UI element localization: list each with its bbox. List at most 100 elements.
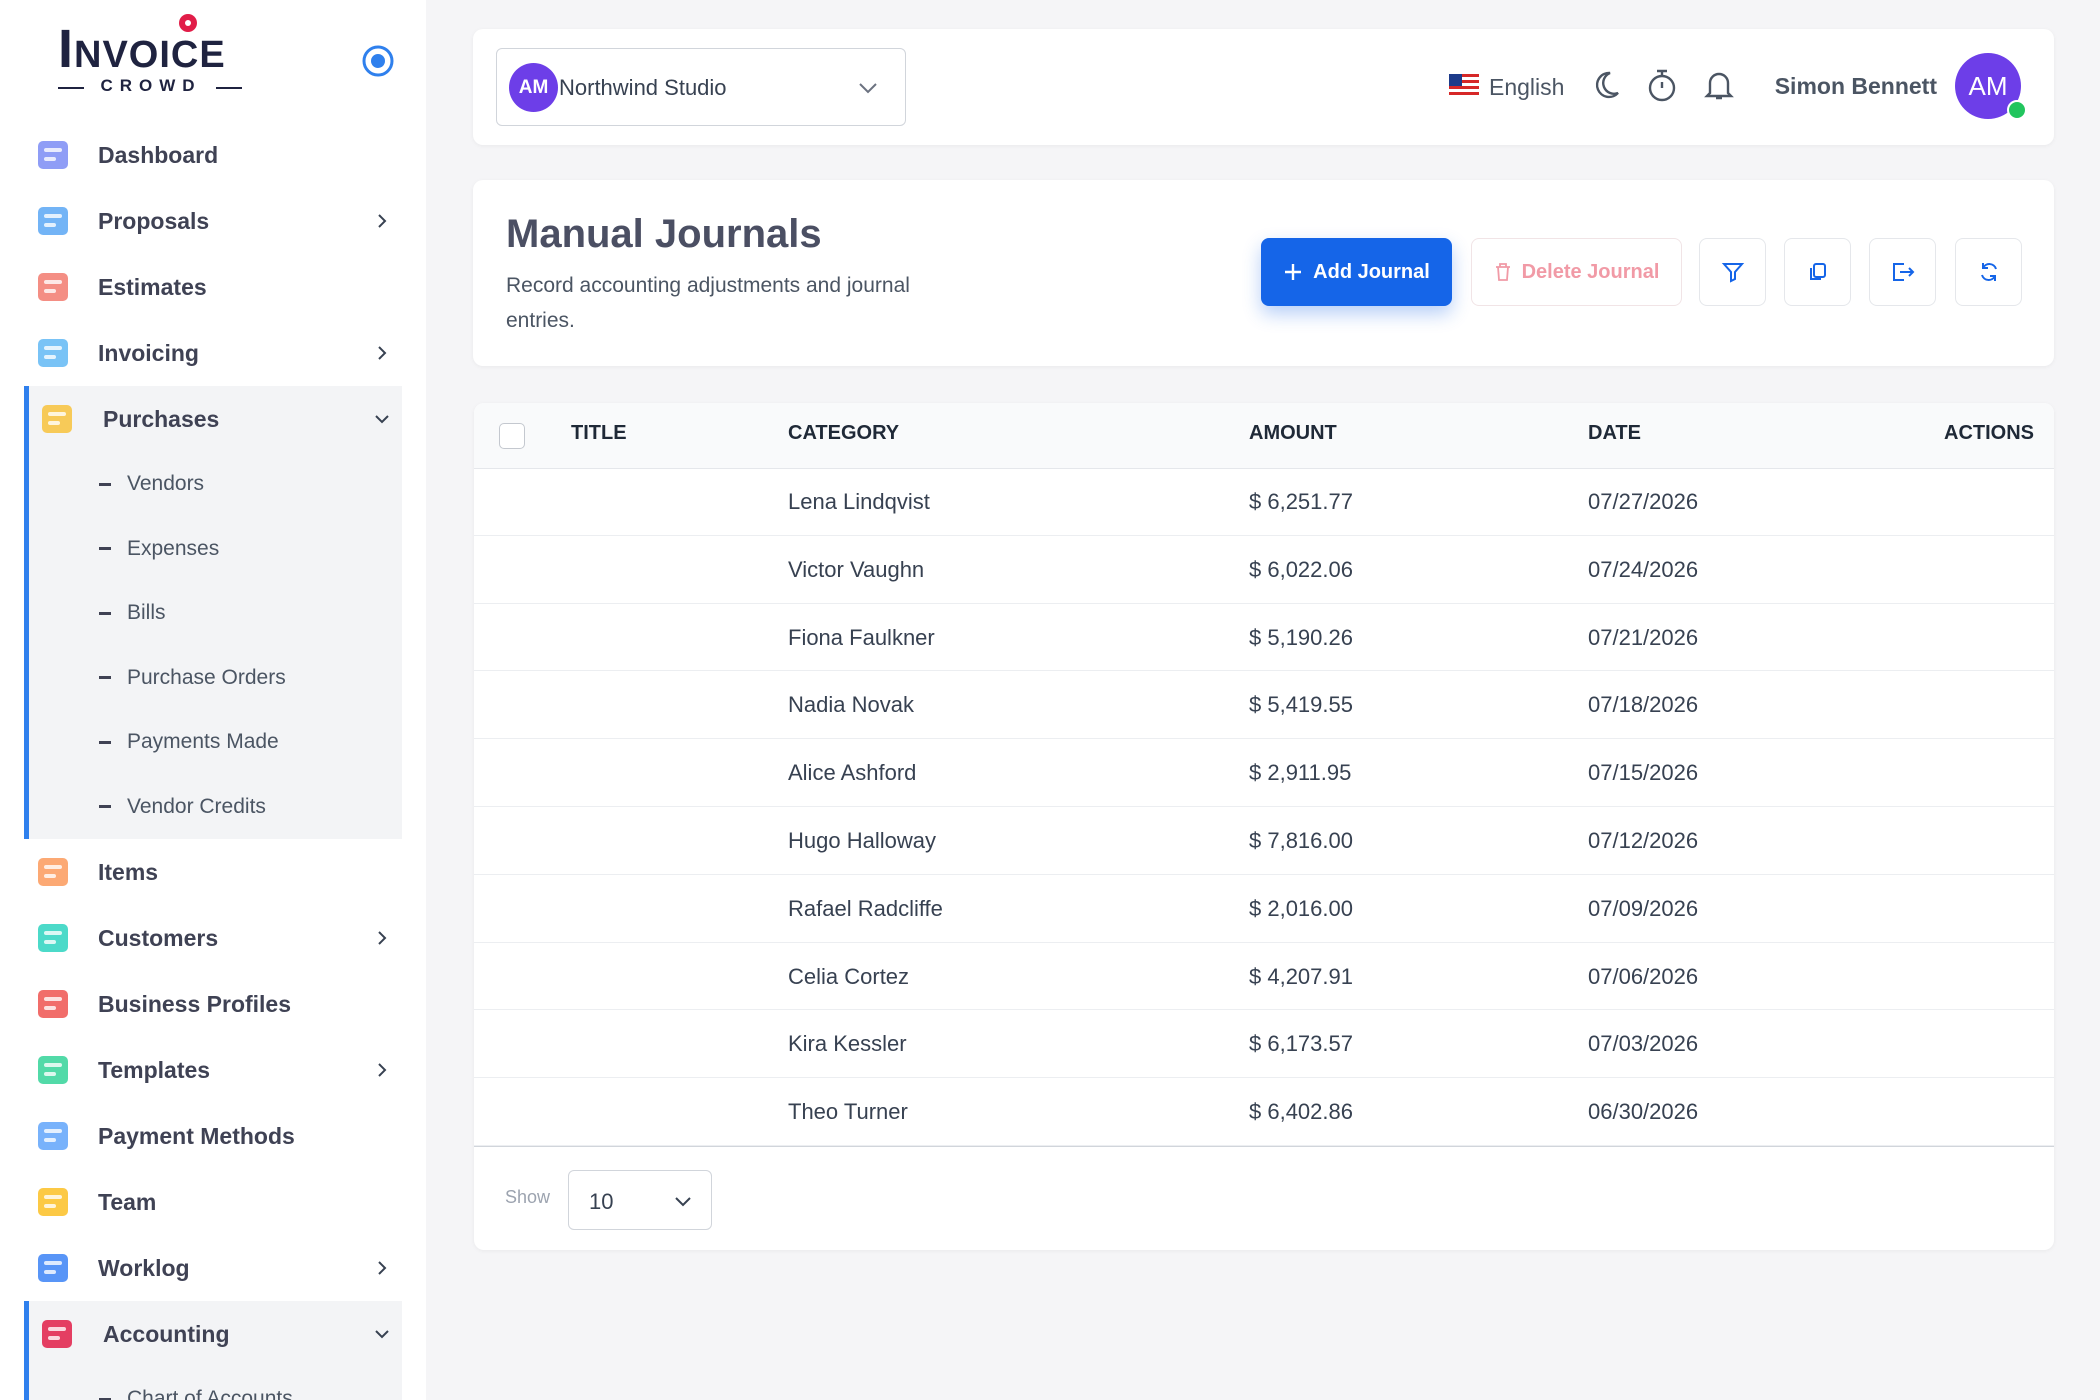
export-button[interactable] bbox=[1869, 238, 1936, 306]
table-row bbox=[474, 943, 2054, 1011]
dash bbox=[99, 740, 111, 744]
nav-item[interactable]: Items bbox=[24, 839, 402, 905]
amount-cell: $ 4,207.91 bbox=[1249, 963, 1353, 989]
nav-icon bbox=[38, 273, 68, 301]
nav-label: Invoicing bbox=[98, 339, 199, 366]
nav-subitem[interactable]: Payments Made bbox=[24, 710, 402, 775]
date-cell: 07/18/2026 bbox=[1588, 692, 1699, 718]
nav-icon bbox=[38, 141, 68, 169]
org-select[interactable]: AM Northwind Studio bbox=[496, 48, 906, 126]
nav-item[interactable]: Purchases bbox=[24, 386, 402, 452]
nav-label: Proposals bbox=[98, 207, 210, 234]
chevron-right bbox=[378, 1063, 387, 1077]
button-label: Add Journal bbox=[1313, 260, 1430, 283]
delete-journal-button[interactable]: Delete Journal bbox=[1471, 238, 1682, 306]
page-header: Manual Journals Record accounting adjust… bbox=[473, 180, 2054, 366]
notification-icon[interactable] bbox=[1702, 67, 1736, 103]
chevron-down bbox=[675, 1197, 691, 1207]
nav-icon bbox=[38, 339, 68, 367]
table-row bbox=[474, 739, 2054, 807]
nav-item[interactable]: Estimates bbox=[24, 254, 402, 320]
page-size: 10 bbox=[589, 1189, 614, 1214]
topbar: AM Northwind Studio English Simon Bennet… bbox=[473, 29, 2054, 145]
column-header: ACTIONS bbox=[1944, 422, 2034, 444]
amount-cell: $ 5,419.55 bbox=[1249, 692, 1353, 718]
dash bbox=[99, 1397, 111, 1400]
chevron-right bbox=[378, 214, 387, 228]
amount-cell: $ 6,402.86 bbox=[1249, 1099, 1353, 1125]
table-row bbox=[474, 875, 2054, 943]
nav-item[interactable]: Proposals bbox=[24, 188, 402, 254]
column-header: TITLE bbox=[571, 422, 627, 444]
chevron-down bbox=[375, 1330, 389, 1339]
dark-mode-icon[interactable] bbox=[1590, 69, 1622, 101]
nav-subitem[interactable]: Vendors bbox=[24, 452, 402, 517]
nav-subitem[interactable]: Bills bbox=[24, 581, 402, 646]
nav-item[interactable]: Worklog bbox=[24, 1235, 402, 1301]
table-row bbox=[474, 1010, 2054, 1079]
date-cell: 06/30/2026 bbox=[1588, 1099, 1699, 1125]
refresh-button[interactable] bbox=[1955, 238, 2022, 306]
nav-sublabel: Bills bbox=[127, 601, 166, 625]
nav-item[interactable]: Dashboard bbox=[24, 122, 402, 188]
nav-label: Templates bbox=[98, 1056, 211, 1083]
dash bbox=[99, 547, 111, 551]
column-header: DATE bbox=[1588, 422, 1641, 444]
nav-item[interactable]: Templates bbox=[24, 1037, 402, 1103]
nav-icon bbox=[38, 1254, 68, 1282]
amount-cell: $ 6,173.57 bbox=[1249, 1031, 1353, 1057]
nav-subitem[interactable]: Chart of Accounts bbox=[24, 1367, 402, 1400]
filter-button[interactable] bbox=[1699, 238, 1766, 306]
nav-subitem[interactable]: Purchase Orders bbox=[24, 646, 402, 711]
select-all-checkbox[interactable] bbox=[499, 423, 525, 449]
add-journal-button[interactable]: Add Journal bbox=[1261, 238, 1452, 306]
page-size-select[interactable]: 10 bbox=[568, 1170, 712, 1230]
amount-cell: $ 7,816.00 bbox=[1249, 828, 1353, 853]
nav-sublabel: Vendors bbox=[127, 472, 205, 496]
dash bbox=[99, 805, 111, 809]
dash bbox=[99, 676, 111, 680]
nav-item[interactable]: Team bbox=[24, 1169, 402, 1235]
column-header: AMOUNT bbox=[1249, 422, 1337, 444]
nav-sublabel: Vendor Credits bbox=[127, 794, 266, 818]
amount-cell: $ 5,190.26 bbox=[1249, 624, 1353, 650]
trash-icon bbox=[1495, 263, 1510, 281]
nav-label: Customers bbox=[98, 924, 219, 951]
flag-icon bbox=[1449, 74, 1479, 96]
language[interactable]: English bbox=[1489, 74, 1565, 100]
nav-label: Payment Methods bbox=[98, 1122, 295, 1149]
refresh-icon bbox=[1980, 263, 1997, 281]
nav-item[interactable]: Payment Methods bbox=[24, 1103, 402, 1169]
amount-cell: $ 2,911.95 bbox=[1249, 760, 1352, 786]
export-icon bbox=[1892, 263, 1914, 281]
category-cell: Lena Lindqvist bbox=[788, 489, 930, 514]
nav-item[interactable]: Business Profiles bbox=[24, 971, 402, 1037]
nav-label: Accounting bbox=[103, 1320, 230, 1347]
category-cell: Hugo Halloway bbox=[788, 828, 936, 853]
nav-label: Worklog bbox=[98, 1254, 190, 1281]
nav-group-band bbox=[24, 1301, 402, 1400]
nav-item[interactable]: Customers bbox=[24, 905, 402, 971]
copy-button[interactable] bbox=[1784, 238, 1851, 306]
chevron-right bbox=[378, 1261, 387, 1275]
chevron-right bbox=[378, 346, 387, 360]
date-cell: 07/24/2026 bbox=[1588, 556, 1699, 582]
journal-table: Show 10 TITLE CATEGORY AMOUNT DATE ACTIONS Le… bbox=[474, 403, 2054, 1250]
chevron-down bbox=[375, 415, 389, 424]
nav-subitem[interactable]: Expenses bbox=[24, 517, 402, 582]
logo-pin bbox=[179, 14, 197, 32]
org-name: Northwind Studio bbox=[559, 75, 727, 100]
date-cell: 07/09/2026 bbox=[1588, 895, 1699, 921]
nav-sublabel: Expenses bbox=[127, 536, 220, 560]
logo-rule bbox=[58, 87, 84, 89]
logo-name: Invoice bbox=[58, 19, 226, 79]
nav-sublabel: Payments Made bbox=[127, 730, 279, 754]
timer-icon[interactable] bbox=[1645, 67, 1679, 103]
nav-item[interactable]: Accounting bbox=[24, 1301, 402, 1367]
nav-item[interactable]: Invoicing bbox=[24, 320, 402, 386]
table-row bbox=[474, 468, 2054, 536]
nav-sublabel: Purchase Orders bbox=[127, 665, 286, 689]
date-cell: 07/12/2026 bbox=[1588, 828, 1699, 853]
sidebar-toggle[interactable] bbox=[360, 43, 396, 79]
nav-subitem[interactable]: Vendor Credits bbox=[24, 775, 402, 840]
